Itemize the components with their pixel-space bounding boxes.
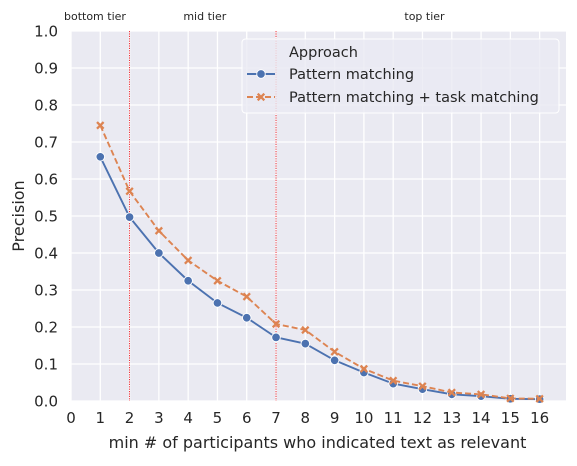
legend-entries: Pattern matching Pattern matching + task …: [247, 67, 539, 106]
x-tick-label: 6: [242, 409, 252, 427]
legend-marker: [256, 69, 266, 79]
x-tick-label: 12: [413, 409, 432, 427]
data-point: [418, 382, 427, 391]
x-tick-label: 0: [66, 409, 76, 427]
y-tick-label: 0.9: [34, 60, 58, 78]
data-point: [183, 276, 193, 286]
data-point: [154, 248, 164, 258]
data-point: [241, 313, 252, 323]
data-point: [447, 388, 456, 397]
legend-label: Pattern matching: [289, 67, 414, 83]
data-point: [242, 292, 251, 301]
data-point: [301, 325, 310, 335]
y-tick-label: 0.4: [34, 245, 58, 263]
x-tick-label: 8: [301, 409, 311, 427]
data-point: [154, 226, 163, 235]
x-tick-label: 10: [354, 409, 373, 427]
x-tick-label: 3: [154, 409, 164, 427]
legend-entry-pattern-matching: Pattern matching: [247, 67, 414, 83]
x-tick-label: 9: [330, 409, 340, 427]
x-tick-label: 16: [530, 409, 549, 427]
y-axis-title: Precision: [9, 180, 28, 251]
data-point: [271, 332, 281, 343]
y-tick-label: 0.6: [34, 171, 58, 189]
y-tick-label: 1.0: [34, 23, 58, 41]
series-line: [99, 156, 540, 401]
tier-annotations: bottom tier mid tier top tier: [64, 10, 445, 23]
y-tick-label: 0.8: [34, 97, 58, 115]
data-point: [95, 152, 106, 162]
x-tick-label: 7: [271, 409, 281, 427]
x-tick-label: 4: [183, 409, 193, 427]
x-tick-label: 5: [213, 409, 223, 427]
data-point: [271, 319, 281, 329]
x-tick-label: 14: [472, 409, 491, 427]
tier-annotation-top-tier: top tier: [404, 10, 445, 23]
data-point: [125, 187, 134, 196]
tier-annotation-bottom-tier: bottom tier: [64, 10, 126, 23]
x-axis-title: min # of participants who indicated text…: [109, 433, 527, 452]
data-point: [184, 256, 193, 265]
y-tick-label: 0.5: [34, 208, 58, 226]
axis-ticks: 0.00.10.20.30.40.50.60.70.80.91.00 1 2 3 4 5 6…: [34, 23, 549, 428]
series-pattern-matching-task-matching: [96, 121, 544, 403]
y-tick-label: 0.0: [34, 393, 58, 411]
y-tick-label: 0.1: [34, 356, 58, 374]
legend-entry-pattern-matching-task-matching: Pattern matching + task matching: [247, 90, 539, 106]
x-tick-label: 13: [442, 409, 461, 427]
data-point: [124, 212, 135, 222]
data-point: [330, 347, 339, 356]
data-point: [389, 376, 398, 385]
data-point: [535, 394, 544, 403]
y-tick-label: 0.2: [34, 319, 58, 337]
data-point: [506, 394, 515, 403]
legend-marker: [256, 92, 266, 102]
data-point: [96, 121, 105, 130]
x-tick-label: 1: [96, 409, 106, 427]
data-point: [212, 298, 223, 308]
data-point: [213, 276, 222, 285]
x-tick-label: 11: [384, 409, 403, 427]
legend-label: Pattern matching + task matching: [289, 90, 539, 106]
data-point: [476, 390, 486, 399]
x-tick-label: 15: [501, 409, 520, 427]
y-tick-label: 0.7: [34, 134, 58, 152]
series-pattern-matching: [95, 152, 545, 404]
series-line: [99, 124, 540, 400]
x-tick-label: 2: [125, 409, 135, 427]
legend-box: [241, 38, 560, 114]
tier-annotation-mid-tier: mid tier: [183, 10, 226, 23]
data-point: [359, 364, 369, 373]
y-tick-label: 0.3: [34, 282, 58, 300]
data-point: [300, 338, 311, 349]
data-point: [329, 355, 340, 366]
data-series: [95, 121, 545, 404]
legend-title: Approach: [289, 45, 358, 61]
